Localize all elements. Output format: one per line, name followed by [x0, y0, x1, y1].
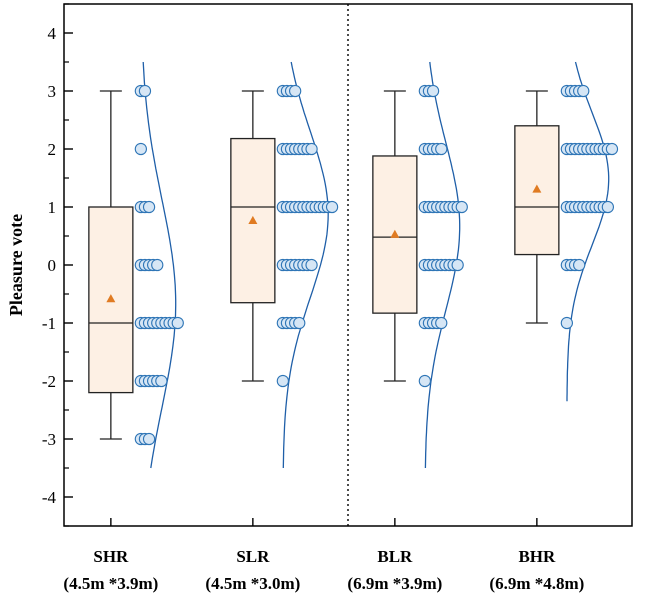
boxes — [88, 90, 560, 440]
x-category-label: SHR — [93, 547, 129, 566]
mean-marker — [532, 184, 542, 193]
y-tick-label: 0 — [48, 256, 57, 275]
y-tick-label: 3 — [48, 82, 57, 101]
data-point — [305, 142, 318, 156]
y-axis-title: Pleasure vote — [6, 214, 26, 316]
data-point — [138, 84, 152, 98]
data-point — [305, 258, 318, 272]
data-point — [577, 84, 590, 98]
y-tick-label: 4 — [48, 24, 57, 43]
data-point — [435, 316, 448, 330]
data-point — [171, 316, 184, 330]
x-axis: SHR (4.5m *3.9m) SLR (4.5m *3.0m) BLR (6.9m *… — [63, 518, 584, 593]
data-point — [560, 316, 574, 330]
mean-marker — [390, 229, 400, 238]
density-curve — [566, 61, 610, 402]
data-point — [451, 258, 464, 272]
mean-marker — [248, 215, 258, 224]
data-point — [418, 374, 432, 388]
y-tick-label: -4 — [42, 488, 57, 507]
x-category-label: BLR — [377, 547, 413, 566]
data-point — [605, 142, 619, 156]
x-category-sublabel: (4.5m *3.0m) — [205, 574, 300, 593]
x-category-label: BHR — [518, 547, 556, 566]
y-tick-label: -2 — [42, 372, 56, 391]
data-point — [293, 316, 306, 330]
y-axis: -4 -3 -2 -1 0 1 2 3 4 — [42, 3, 73, 527]
data-point — [155, 374, 168, 388]
data-point — [573, 258, 586, 272]
x-category-sublabel: (6.9m *3.9m) — [347, 574, 442, 593]
data-point — [142, 432, 156, 446]
y-tick-label: -1 — [42, 314, 56, 333]
data-point — [601, 200, 615, 214]
y-tick-label: 2 — [48, 140, 57, 159]
y-tick-label: 1 — [48, 198, 57, 217]
density-curve — [282, 61, 329, 469]
data-point — [455, 200, 468, 214]
x-category-sublabel: (4.5m *3.9m) — [63, 574, 158, 593]
data-point — [435, 142, 448, 156]
data-point — [276, 374, 290, 388]
density-curves — [142, 61, 610, 469]
data-point — [325, 200, 339, 214]
y-tick-label: -3 — [42, 430, 56, 449]
mean-marker — [106, 294, 116, 303]
density-curve — [142, 61, 177, 469]
x-category-label: SLR — [236, 547, 270, 566]
data-point — [151, 258, 164, 272]
data-point — [134, 142, 148, 156]
data-point — [142, 200, 156, 214]
data-points — [134, 84, 619, 446]
data-point — [289, 84, 302, 98]
data-point — [426, 84, 440, 98]
x-category-sublabel: (6.9m *4.8m) — [489, 574, 584, 593]
